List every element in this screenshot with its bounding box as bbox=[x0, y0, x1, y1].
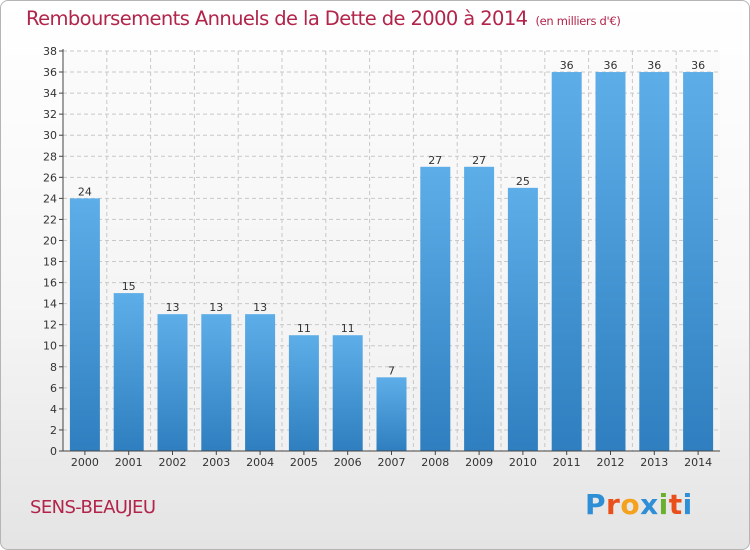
x-tick-label: 2001 bbox=[115, 456, 143, 469]
bar-value-label: 15 bbox=[122, 280, 136, 293]
logo-letter: r bbox=[606, 488, 621, 521]
x-tick-label: 2011 bbox=[553, 456, 581, 469]
x-tick-label: 2004 bbox=[246, 456, 274, 469]
logo-letter: t bbox=[668, 488, 683, 521]
axes bbox=[59, 49, 720, 455]
logo-letter: x bbox=[640, 488, 659, 521]
bar-2014 bbox=[683, 72, 714, 451]
logo-letter: i bbox=[682, 488, 693, 521]
y-tick-label: 8 bbox=[50, 361, 57, 374]
y-tick-label: 28 bbox=[43, 150, 57, 163]
y-tick-label: 18 bbox=[43, 256, 57, 269]
y-tick-label: 30 bbox=[43, 129, 57, 142]
bar-2009 bbox=[464, 166, 495, 451]
bar-value-label: 36 bbox=[647, 59, 661, 72]
logo-letter: o bbox=[620, 488, 641, 521]
x-tick-label: 2000 bbox=[71, 456, 99, 469]
x-tick-label: 2006 bbox=[334, 456, 362, 469]
x-tick-label: 2002 bbox=[159, 456, 187, 469]
bar-2008 bbox=[420, 166, 451, 451]
y-tick-label: 26 bbox=[43, 171, 57, 184]
bar-value-label: 13 bbox=[166, 301, 180, 314]
y-tick-label: 4 bbox=[50, 403, 57, 416]
bar-value-label: 13 bbox=[209, 301, 223, 314]
bar-2002 bbox=[157, 314, 188, 451]
y-tick-label: 32 bbox=[43, 108, 57, 121]
proxiti-logo: Proxiti bbox=[585, 488, 693, 521]
bar-2005 bbox=[288, 335, 319, 451]
x-tick-label: 2008 bbox=[421, 456, 449, 469]
bar-2010 bbox=[507, 187, 538, 451]
chart-title: Remboursements Annuels de la Dette de 20… bbox=[26, 7, 621, 30]
y-tick-label: 6 bbox=[50, 382, 57, 395]
y-tick-label: 38 bbox=[43, 45, 57, 58]
y-tick-label: 36 bbox=[43, 66, 57, 79]
bar-2000 bbox=[69, 198, 100, 451]
bar-value-label: 7 bbox=[388, 364, 395, 377]
bar-2001 bbox=[113, 293, 144, 451]
bar-2013 bbox=[639, 72, 670, 451]
x-tick-label: 2007 bbox=[378, 456, 406, 469]
labels: 0246810121416182022242628303234363824200… bbox=[43, 45, 712, 469]
y-tick-label: 14 bbox=[43, 298, 57, 311]
y-tick-label: 0 bbox=[50, 445, 57, 458]
chart-subtitle: (en milliers d'€) bbox=[535, 14, 621, 28]
y-tick-label: 22 bbox=[43, 213, 57, 226]
y-tick-label: 12 bbox=[43, 319, 57, 332]
bar-2012 bbox=[595, 72, 626, 451]
y-tick-label: 16 bbox=[43, 277, 57, 290]
x-tick-label: 2014 bbox=[684, 456, 712, 469]
bar-value-label: 36 bbox=[604, 59, 618, 72]
bar-2006 bbox=[332, 335, 363, 451]
chart-title-text: Remboursements Annuels de la Dette de 20… bbox=[26, 7, 528, 30]
bar-value-label: 36 bbox=[691, 59, 705, 72]
x-tick-label: 2013 bbox=[640, 456, 668, 469]
y-tick-label: 2 bbox=[50, 424, 57, 437]
x-tick-label: 2010 bbox=[509, 456, 537, 469]
commune-name: SENS-BEAUJEU bbox=[30, 497, 156, 518]
bar-2004 bbox=[245, 314, 276, 451]
bar-value-label: 11 bbox=[297, 322, 311, 335]
bar-value-label: 27 bbox=[428, 154, 442, 167]
x-tick-label: 2012 bbox=[597, 456, 625, 469]
x-tick-label: 2005 bbox=[290, 456, 318, 469]
bar-2003 bbox=[201, 314, 232, 451]
bar-value-label: 24 bbox=[78, 185, 92, 198]
logo-letter: P bbox=[585, 488, 607, 521]
bar-value-label: 36 bbox=[560, 59, 574, 72]
bar-value-label: 27 bbox=[472, 154, 486, 167]
bar-value-label: 13 bbox=[253, 301, 267, 314]
bar-2011 bbox=[551, 72, 582, 451]
x-tick-label: 2003 bbox=[202, 456, 230, 469]
y-tick-label: 20 bbox=[43, 234, 57, 247]
logo-letter: i bbox=[658, 488, 669, 521]
x-tick-label: 2009 bbox=[465, 456, 493, 469]
bar-value-label: 25 bbox=[516, 175, 530, 188]
y-tick-label: 10 bbox=[43, 340, 57, 353]
bar-value-label: 11 bbox=[341, 322, 355, 335]
y-tick-label: 34 bbox=[43, 87, 57, 100]
bar-2007 bbox=[376, 377, 407, 451]
y-tick-label: 24 bbox=[43, 192, 57, 205]
bars bbox=[69, 72, 714, 451]
